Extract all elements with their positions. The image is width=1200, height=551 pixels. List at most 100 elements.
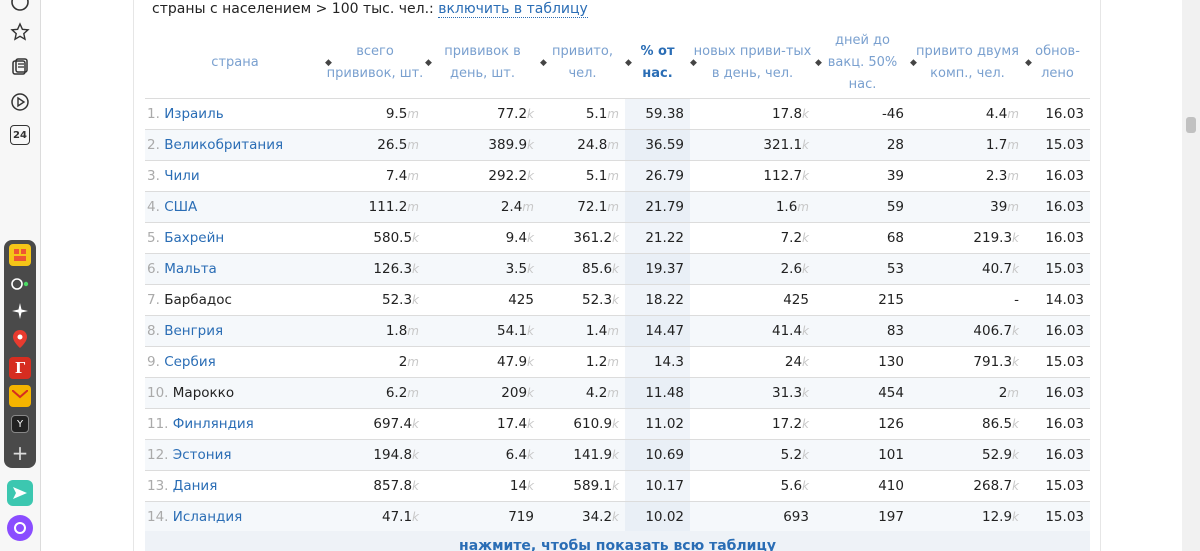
row-number: 2. (147, 137, 160, 153)
country-name[interactable]: Мальта (164, 261, 217, 277)
cell-value: 53 (886, 261, 904, 277)
sort-icon: ◆ (540, 58, 547, 68)
column-header-label: новых приви-тых в день, чел. (693, 44, 812, 81)
column-header-total[interactable]: ◆ всего прививок, шт. (325, 28, 425, 99)
cell-value: 610.9 (573, 416, 613, 432)
row-number: 3. (147, 168, 160, 184)
history-icon[interactable] (8, 0, 32, 14)
cell-country: 12. Эстония (145, 439, 325, 471)
cell-value: 197 (878, 509, 904, 525)
alice-assistant-icon[interactable] (7, 515, 33, 541)
cell-total: 1.8m (325, 315, 425, 347)
cell-value: 11.48 (645, 385, 684, 401)
bookmarks-star-icon[interactable] (8, 20, 32, 44)
cell-percent: 19.37 (625, 253, 690, 285)
cell-value: 5.2 (780, 447, 803, 463)
cell-total: 857.8k (325, 470, 425, 502)
cell-value: 2 (998, 385, 1008, 401)
cell-unit: m (407, 200, 419, 214)
cell-new-vaccinated: 2.6k (690, 253, 815, 285)
collections-icon[interactable] (8, 55, 32, 79)
cell-country: 8. Венгрия (145, 315, 325, 347)
cell-value: 2 (398, 354, 408, 370)
cell-value: 15.03 (1045, 509, 1084, 525)
include-in-table-link[interactable]: включить в таблицу (438, 1, 588, 18)
cell-total: 2m (325, 346, 425, 378)
country-name[interactable]: Дания (172, 478, 218, 494)
cell-unit: k (412, 293, 419, 307)
cell-value: 40.7 (981, 261, 1013, 277)
mail-envelope-icon[interactable] (9, 385, 31, 407)
column-header-new-vaccinated[interactable]: ◆ новых приви-тых в день, чел. (690, 28, 815, 99)
market-icon[interactable] (9, 244, 31, 266)
country-name[interactable]: Израиль (164, 106, 224, 122)
cell-percent: 21.79 (625, 191, 690, 223)
vaccination-table: страна ◆ всего прививок, шт. ◆ прививок … (145, 28, 1090, 532)
column-header-country[interactable]: страна (145, 28, 325, 99)
cell-unit: k (802, 479, 809, 493)
column-header-days-to-50[interactable]: ◆ дней до вакц. 50% нас. (815, 28, 910, 99)
gazeta-icon[interactable]: Г (9, 357, 31, 379)
cell-value: 4.2 (585, 385, 608, 401)
cell-value: 4.4 (985, 106, 1008, 122)
cell-unit: k (527, 169, 534, 183)
cell-unit: m (407, 355, 419, 369)
column-header-label: страна (211, 55, 259, 70)
show-all-table-button[interactable]: нажмите, чтобы показать всю таблицу (145, 531, 1090, 551)
country-name[interactable]: США (164, 199, 198, 215)
yandex-y-icon[interactable]: Y (11, 415, 29, 433)
send-arrow-icon[interactable] (7, 480, 33, 506)
country-name[interactable]: Венгрия (164, 323, 224, 339)
add-plus-icon[interactable]: + (11, 441, 29, 465)
cell-unit: k (527, 324, 534, 338)
cell-updated: 16.03 (1025, 377, 1090, 409)
cell-value: 16.03 (1045, 230, 1084, 246)
cell-value: 34.2 (581, 509, 613, 525)
cell-new-vaccinated: 5.6k (690, 470, 815, 502)
cell-value: 14.3 (653, 354, 684, 370)
country-name[interactable]: Эстония (172, 447, 232, 463)
column-header-per-day[interactable]: ◆ прививок в день, шт. (425, 28, 540, 99)
cell-unit: k (412, 479, 419, 493)
country-name[interactable]: Сербия (164, 354, 216, 370)
map-pin-icon[interactable] (9, 328, 31, 350)
cell-value: 406.7 (973, 323, 1013, 339)
cell-unit: k (527, 138, 534, 152)
cell-value: 5.1 (585, 168, 608, 184)
country-name[interactable]: Финляндия (172, 416, 254, 432)
column-header-two-doses[interactable]: ◆ привито двумя комп., чел. (910, 28, 1025, 99)
page-scrollbar[interactable] (1182, 0, 1200, 551)
country-name[interactable]: Бахрейн (164, 230, 225, 246)
cell-value: 26.79 (645, 168, 684, 184)
cell-unit: k (1012, 355, 1019, 369)
country-name[interactable]: Исландия (172, 509, 243, 525)
cell-value: 9.5 (385, 106, 408, 122)
cell-unit: m (1007, 169, 1019, 183)
column-header-updated[interactable]: ◆ обнов-лено (1025, 28, 1090, 99)
cell-value: 112.7 (763, 168, 803, 184)
video-play-icon[interactable] (8, 90, 32, 114)
scrollbar-thumb[interactable] (1186, 117, 1196, 133)
country-name[interactable]: Чили (164, 168, 200, 184)
cell-value: 16.03 (1045, 168, 1084, 184)
cell-unit: m (797, 200, 809, 214)
cell-value: 194.8 (373, 447, 413, 463)
sparkle-icon[interactable] (9, 300, 31, 322)
cell-value: 17.8 (771, 106, 803, 122)
cell-unit: m (407, 107, 419, 121)
cell-days-to-50: 197 (815, 501, 910, 532)
news-24-icon[interactable]: 24 (10, 125, 30, 145)
cell-unit: m (607, 169, 619, 183)
country-name[interactable]: Великобритания (164, 137, 284, 153)
cell-value: 1.4 (585, 323, 608, 339)
cell-value: 16.03 (1045, 385, 1084, 401)
cell-vaccinated: 72.1m (540, 191, 625, 223)
cell-value: 16.03 (1045, 323, 1084, 339)
column-header-vaccinated[interactable]: ◆ привито, чел. (540, 28, 625, 99)
cell-two-doses: 52.9k (910, 439, 1025, 471)
cell-value: 111.2 (368, 199, 408, 215)
column-header-percent[interactable]: ◆ % от нас. (625, 28, 690, 99)
cell-value: 17.4 (496, 416, 528, 432)
alice-status-icon[interactable] (9, 273, 31, 295)
sort-icon: ◆ (690, 58, 697, 68)
